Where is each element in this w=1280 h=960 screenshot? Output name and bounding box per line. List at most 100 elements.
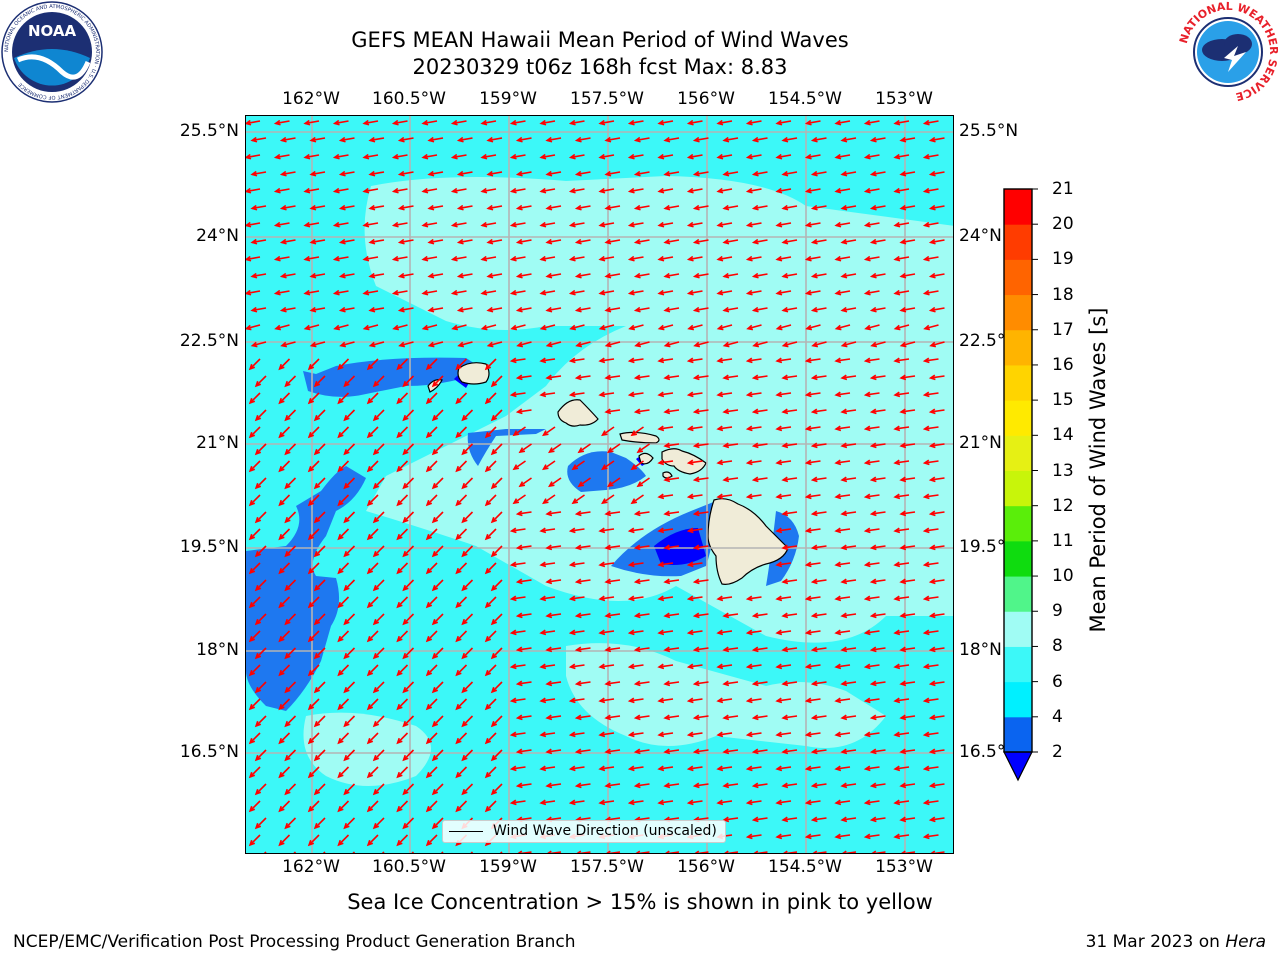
wave-direction-arrow [804, 731, 821, 738]
wave-direction-arrow [309, 238, 326, 245]
wave-direction-arrow [568, 391, 585, 398]
lat-tick-left: 22.5°N [179, 331, 239, 351]
wave-direction-arrow [303, 221, 320, 228]
wave-direction-arrow [598, 153, 615, 160]
wave-direction-arrow [396, 460, 409, 473]
wave-direction-arrow [542, 426, 556, 437]
wave-direction-arrow [402, 511, 415, 524]
wave-direction-arrow [250, 341, 267, 348]
colorbar-segment [1004, 294, 1032, 331]
wave-direction-arrow [313, 545, 326, 558]
wave-direction-arrow [751, 748, 768, 755]
wave-direction-arrow [457, 341, 473, 348]
wave-direction-arrow [863, 493, 880, 500]
wave-direction-arrow [716, 221, 733, 228]
wave-direction-arrow [745, 391, 762, 398]
wave-direction-arrow [834, 357, 851, 364]
wave-direction-arrow [396, 630, 409, 643]
wave-direction-arrow [922, 119, 939, 126]
wave-direction-arrow [893, 425, 910, 432]
wave-direction-arrow [461, 783, 474, 796]
wave-direction-arrow [899, 306, 916, 313]
wave-direction-arrow [922, 187, 939, 194]
wave-direction-arrow [431, 443, 444, 456]
wave-direction-arrow [248, 766, 261, 779]
wave-direction-arrow [775, 459, 792, 466]
colorbar-tick-label: 8 [1052, 636, 1063, 657]
wave-direction-arrow [922, 221, 939, 228]
wave-direction-arrow [811, 341, 827, 348]
wave-direction-arrow [598, 799, 615, 806]
wave-direction-arrow [692, 238, 709, 245]
wave-direction-arrow [928, 272, 945, 279]
wave-direction-arrow [810, 748, 827, 755]
wave-direction-arrow [396, 766, 409, 779]
wave-direction-arrow [402, 579, 415, 592]
wave-direction-arrow [248, 664, 261, 677]
wave-direction-arrow [663, 238, 680, 245]
wave-direction-arrow [397, 238, 414, 245]
wave-direction-arrow [284, 511, 297, 524]
wave-direction-arrow [273, 119, 290, 126]
colorbar-tick-label: 2 [1052, 742, 1063, 762]
wave-direction-arrow [745, 731, 762, 738]
lon-tick-bottom: 156°W [677, 857, 735, 877]
wave-direction-arrow [278, 766, 291, 779]
wave-direction-arrow [455, 528, 468, 541]
wave-direction-arrow [834, 289, 851, 296]
wave-direction-arrow [397, 170, 414, 177]
wave-direction-arrow [391, 187, 408, 194]
wave-direction-arrow [633, 646, 650, 653]
wave-direction-arrow [490, 545, 503, 558]
wave-direction-arrow [284, 375, 297, 388]
wave-direction-arrow [893, 221, 910, 228]
wave-direction-arrow [633, 408, 650, 415]
island-hawaii [707, 498, 789, 585]
wave-direction-arrow [515, 680, 532, 687]
wave-direction-arrow [633, 204, 650, 211]
wave-direction-arrow [722, 782, 739, 789]
wave-direction-arrow [834, 459, 851, 466]
wave-direction-arrow [840, 612, 857, 619]
colorbar-tick-label: 14 [1052, 425, 1074, 446]
wave-direction-arrow [834, 153, 851, 160]
wave-direction-arrow [313, 647, 326, 660]
wave-direction-arrow [840, 170, 857, 177]
wave-direction-arrow [307, 596, 320, 609]
wave-direction-arrow [869, 816, 886, 823]
wave-direction-arrow [922, 765, 939, 772]
wave-direction-arrow [863, 187, 880, 194]
wave-direction-arrow [284, 817, 297, 830]
map-panel [245, 115, 954, 854]
wave-direction-arrow [338, 136, 355, 143]
wave-direction-arrow [254, 613, 267, 626]
wave-direction-arrow [810, 442, 827, 449]
wave-direction-arrow [869, 612, 886, 619]
wave-direction-arrow [922, 255, 939, 262]
wave-direction-arrow [337, 562, 350, 575]
wave-direction-arrow [812, 850, 827, 853]
wave-direction-arrow [307, 494, 320, 507]
wave-direction-arrow [455, 392, 468, 405]
wave-direction-arrow [490, 477, 503, 490]
wave-direction-arrow [751, 714, 768, 721]
wave-direction-arrow [313, 783, 326, 796]
wave-direction-arrow [455, 494, 468, 507]
lon-tick-top: 154.5°W [768, 89, 842, 109]
wave-direction-arrow [574, 714, 591, 721]
wave-direction-arrow [751, 612, 768, 619]
chart-title: GEFS MEAN Hawaii Mean Period of Wind Wav… [351, 28, 849, 52]
wave-direction-arrow [450, 187, 467, 194]
wave-direction-arrow [604, 748, 621, 755]
wave-direction-arrow [751, 408, 768, 415]
wave-direction-arrow [577, 443, 591, 454]
wave-direction-arrow [368, 306, 385, 313]
wave-direction-arrow [686, 187, 703, 194]
wave-direction-arrow [863, 459, 880, 466]
wave-direction-arrow [834, 527, 851, 534]
wave-direction-arrow [604, 306, 621, 313]
wave-direction-arrow [250, 204, 267, 211]
wave-direction-arrow [455, 664, 468, 677]
wave-direction-arrow [307, 426, 320, 439]
wave-direction-arrow [899, 374, 916, 381]
